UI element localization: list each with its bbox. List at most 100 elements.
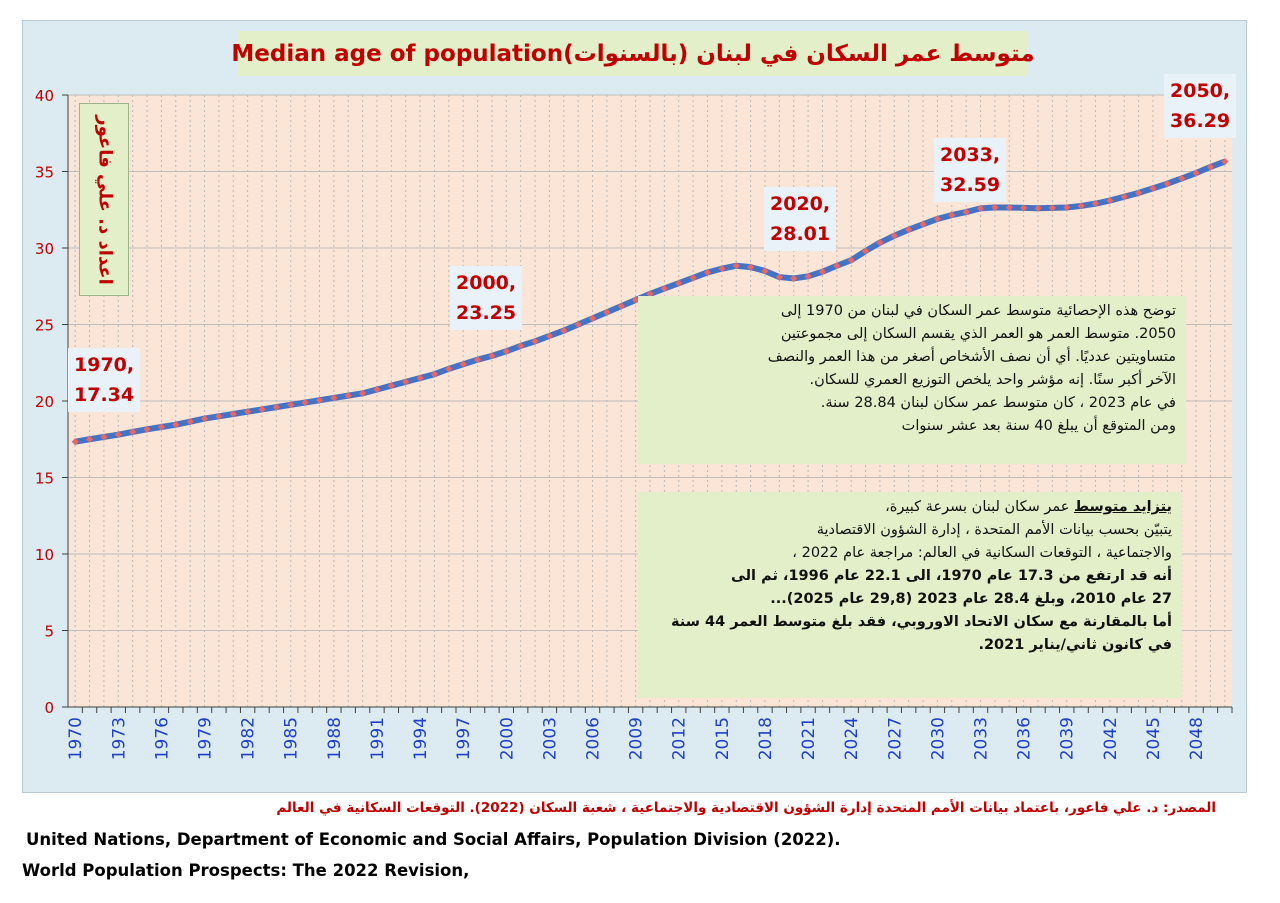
data-point [373, 385, 381, 394]
x-tick-label: 2012 [670, 717, 690, 760]
annotation-2000: 2000, 23.25 [450, 266, 523, 330]
data-point [603, 308, 611, 316]
description-note: توضح هذه الإحصائية متوسط عمر السكان في ل… [638, 296, 1186, 464]
x-tick-label: 2027 [885, 717, 905, 760]
data-point [157, 423, 166, 431]
note-line: متساويتين عدديًا. أي أن نصف الأشخاص أصغر… [767, 349, 1176, 365]
y-tick-label: 40 [35, 87, 54, 105]
data-point [358, 389, 367, 397]
x-tick-label: 2036 [1015, 717, 1035, 760]
data-point [617, 302, 625, 310]
y-tick-label: 15 [35, 470, 54, 488]
x-tick-label: 1979 [196, 717, 216, 760]
x-tick-label: 1991 [368, 717, 388, 760]
y-tick-label: 5 [44, 623, 54, 641]
chart-title-box: متوسط عمر السكان في لبنان (بالسنوات)Medi… [231, 31, 1035, 76]
y-tick-label: 0 [44, 699, 54, 717]
data-point [143, 425, 151, 433]
data-point [502, 347, 510, 355]
data-point [387, 382, 395, 390]
data-point [114, 431, 122, 439]
data-point [244, 408, 252, 416]
author-credit-box: اعداد د. علي فاعور [79, 103, 129, 296]
data-point [215, 412, 223, 420]
note-line: في كانون ثاني/يناير 2021. [978, 637, 1172, 653]
data-point [459, 360, 467, 368]
data-point [301, 398, 309, 407]
data-point [732, 262, 740, 270]
data-point [172, 421, 180, 429]
data-point [1063, 203, 1071, 212]
note-line: يتزايد متوسط عمر سكان لبنان بسرعة كبيرة، [648, 496, 1172, 519]
source-arabic: المصدر: د. علي فاعور، باعتماد بيانات الأ… [276, 800, 1216, 816]
note-line: يتبيّن بحسب بيانات الأمم المتحدة ، إدارة… [816, 522, 1172, 538]
data-point [890, 232, 898, 240]
data-point [129, 428, 137, 436]
data-point [1106, 196, 1114, 205]
chart-title: متوسط عمر السكان في لبنان (بالسنوات)Medi… [231, 40, 1035, 67]
data-point [560, 327, 568, 335]
data-point [746, 263, 755, 271]
data-point [861, 247, 870, 255]
data-point [818, 268, 827, 276]
data-point [962, 208, 970, 216]
x-tick-label: 2000 [497, 717, 517, 760]
data-point [100, 433, 108, 441]
y-tick-label: 10 [35, 546, 54, 564]
x-tick-label: 2003 [540, 717, 560, 760]
x-tick-label: 1994 [411, 717, 431, 760]
data-point [847, 256, 855, 264]
data-point [1149, 184, 1157, 192]
note-line: 27 عام 2010، وبلغ 28.4 عام 2023 (29,8 عا… [770, 591, 1172, 607]
x-tick-label: 1988 [325, 717, 345, 760]
data-point [1034, 204, 1042, 212]
data-point [517, 342, 525, 350]
author-credit: اعداد د. علي فاعور [94, 115, 116, 285]
data-point [531, 337, 539, 345]
data-point [1163, 180, 1171, 188]
data-point [689, 274, 697, 282]
note-line: أنه قد ارتفع من 17.3 عام 1970، الى 22.1 … [730, 568, 1172, 584]
data-point [545, 332, 554, 340]
data-point [718, 265, 726, 273]
data-point [1020, 204, 1028, 212]
annotation-1970: 1970, 17.34 [68, 348, 141, 412]
data-point [804, 272, 812, 280]
data-point [905, 226, 913, 234]
x-tick-label: 2015 [713, 717, 733, 760]
data-point [919, 220, 927, 228]
data-point [991, 203, 999, 212]
x-tick-label: 1982 [239, 717, 259, 760]
data-point [85, 435, 94, 443]
data-point [876, 239, 884, 247]
x-tick-label: 1997 [454, 717, 474, 760]
data-point [588, 314, 597, 322]
data-point [833, 262, 841, 270]
x-tick-label: 2039 [1058, 717, 1078, 760]
note-line: في عام 2023 ، كان متوسط عمر سكان لبنان 2… [820, 395, 1176, 411]
data-point [1077, 202, 1085, 210]
y-tick-label: 35 [35, 164, 54, 182]
source-english-line2: World Population Prospects: The 2022 Rev… [22, 861, 470, 880]
x-tick-label: 1976 [152, 717, 172, 760]
y-tick-label: 30 [35, 240, 54, 258]
data-point [790, 274, 798, 283]
data-point [200, 414, 209, 423]
data-point [574, 320, 582, 329]
data-point [632, 296, 640, 304]
note-line: والاجتماعية ، التوقعات السكانية في العال… [792, 545, 1172, 561]
data-point [445, 365, 453, 373]
data-point [330, 394, 338, 402]
x-tick-label: 2021 [799, 717, 819, 760]
data-point [416, 374, 424, 382]
data-point [1005, 203, 1013, 212]
x-tick-label: 2048 [1187, 717, 1207, 760]
note-line: الآخر أكبر سنًا. إنه مؤشر واحد يلخص التو… [809, 372, 1177, 388]
data-point [761, 267, 769, 275]
data-point [402, 378, 410, 386]
trend-note: يتزايد متوسط عمر سكان لبنان بسرعة كبيرة،… [638, 492, 1182, 698]
data-point [186, 418, 194, 426]
data-point [473, 356, 482, 364]
data-point [948, 211, 956, 219]
data-point [430, 370, 439, 378]
